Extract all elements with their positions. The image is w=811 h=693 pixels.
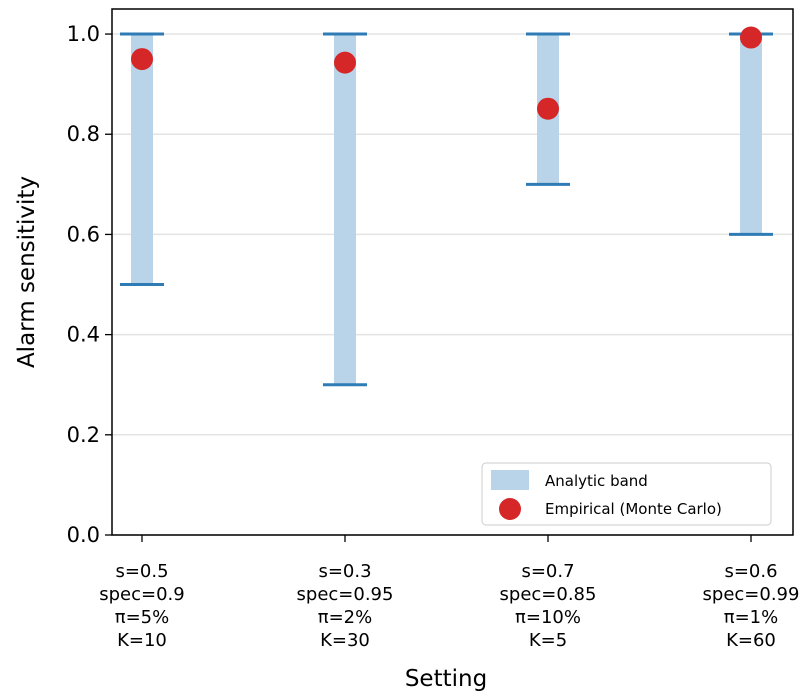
legend-box [481, 462, 772, 526]
x-axis-ticks: s=0.5 spec=0.9 π=5% K=10s=0.3 spec=0.95 π=2% K… [99, 535, 799, 651]
x-tick-label: s=0.5 spec=0.9 π=5% K=10 [99, 561, 184, 651]
empirical-point [131, 48, 153, 71]
x-tick-label-line: spec=0.99 [703, 584, 800, 605]
legend-swatch-band [491, 470, 529, 490]
x-tick-label-line: π=10% [515, 607, 581, 628]
x-tick-label-line: spec=0.9 [99, 584, 184, 605]
x-tick-label-line: spec=0.95 [297, 584, 394, 605]
x-tick-label-line: K=60 [726, 630, 776, 651]
x-tick-label-line: K=30 [320, 630, 370, 651]
legend-label-band: Analytic band [545, 472, 648, 490]
legend-swatch-point [499, 498, 521, 520]
x-tick-label: s=0.6 spec=0.99 π=1% K=60 [703, 561, 800, 651]
legend-label-point: Empirical (Monte Carlo) [545, 500, 722, 518]
empirical-points [131, 26, 762, 120]
empirical-point [740, 26, 762, 49]
y-axis-title: Alarm sensitivity [14, 176, 40, 368]
band-bar [131, 34, 153, 285]
y-tick-label: 0.2 [67, 423, 100, 447]
plot-frame [111, 8, 794, 536]
band-bar [740, 34, 762, 235]
grid-lines [112, 33, 793, 536]
x-tick-label-line: s=0.7 [521, 561, 574, 582]
x-axis-title: Setting [405, 666, 487, 692]
x-tick-label: s=0.7 spec=0.85 π=10% K=5 [500, 561, 597, 651]
legend: Analytic band Empirical (Monte Carlo) [481, 462, 772, 526]
x-tick-label-line: spec=0.85 [500, 584, 597, 605]
analytic-bands [120, 32, 773, 387]
y-tick-label: 0.0 [67, 523, 100, 547]
x-tick-label-line: K=10 [117, 630, 167, 651]
empirical-point [334, 51, 356, 74]
x-tick-label-line: s=0.6 [724, 561, 777, 582]
x-tick-label-line: π=5% [115, 607, 169, 628]
y-axis-ticks: 0.0 0.2 0.4 0.6 0.8 1.0 [67, 22, 112, 547]
x-tick-label-line: π=2% [318, 607, 372, 628]
x-tick-label-line: K=5 [529, 630, 567, 651]
band-bar [334, 34, 356, 385]
y-tick-label: 0.4 [67, 323, 100, 347]
empirical-point [537, 97, 559, 120]
y-tick-label: 0.8 [67, 122, 100, 146]
x-tick-label-line: s=0.5 [115, 561, 168, 582]
x-tick-label-line: s=0.3 [318, 561, 371, 582]
y-tick-label: 0.6 [67, 222, 100, 246]
x-tick-label: s=0.3 spec=0.95 π=2% K=30 [297, 561, 394, 651]
y-tick-label: 1.0 [67, 22, 100, 46]
x-tick-label-line: π=1% [724, 607, 778, 628]
